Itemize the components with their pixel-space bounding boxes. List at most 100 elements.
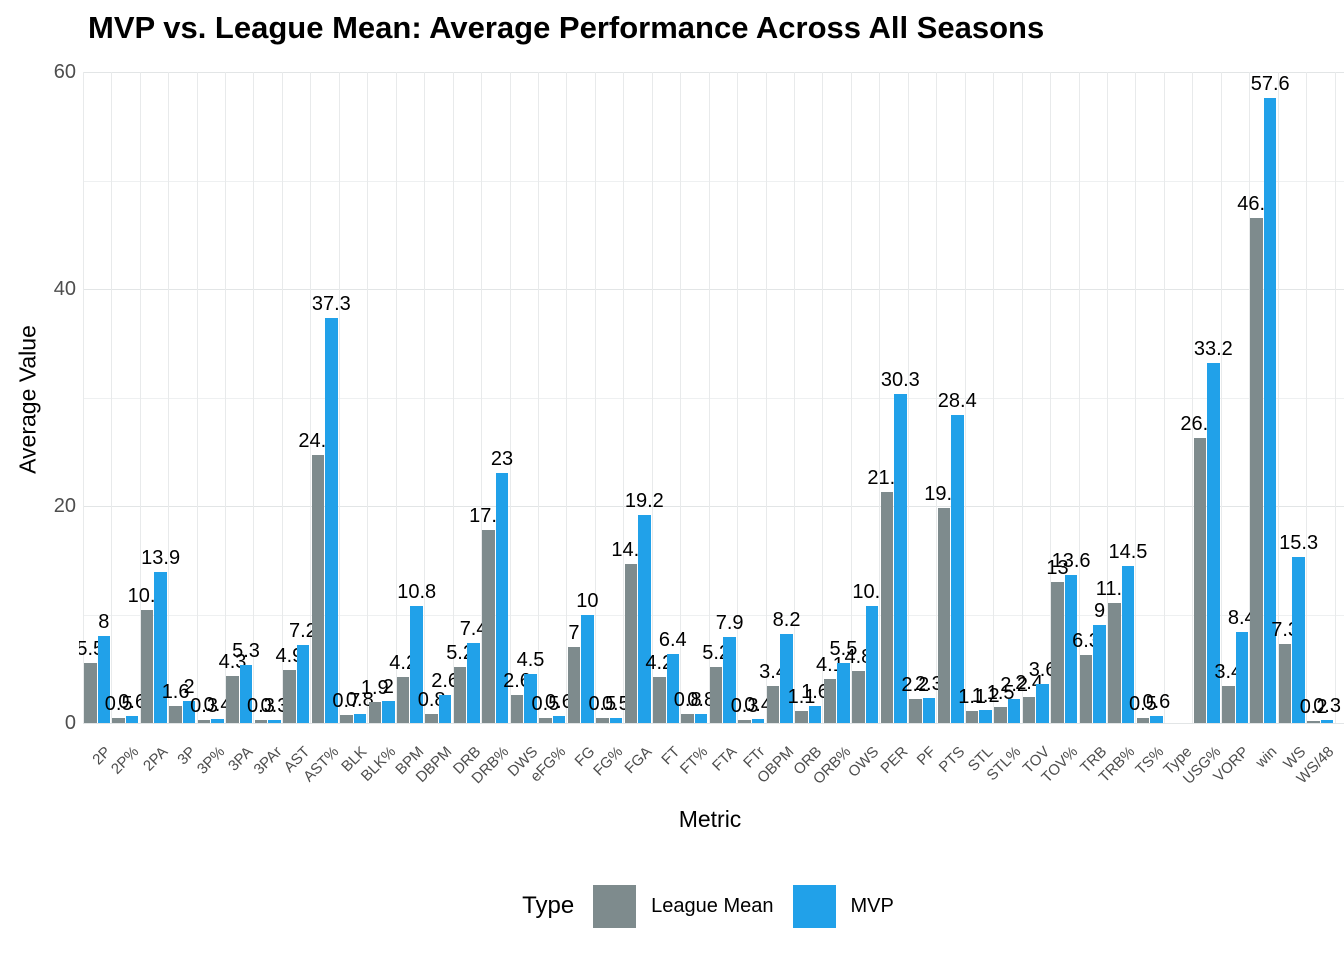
bar-mvp bbox=[524, 674, 537, 723]
value-label: 10.4 bbox=[127, 585, 167, 608]
value-label: 2.3 bbox=[914, 673, 943, 696]
bar-league-mean bbox=[510, 694, 524, 723]
gridline-v bbox=[993, 72, 995, 723]
bar-league-mean bbox=[937, 508, 950, 723]
bar-league-mean bbox=[709, 666, 723, 723]
value-label: 4.2 bbox=[645, 652, 674, 675]
bar-league-mean bbox=[84, 663, 97, 723]
value-label: 2.2 bbox=[901, 674, 930, 697]
value-label: 0.6 bbox=[1142, 691, 1171, 714]
value-label: 0.4 bbox=[744, 693, 772, 716]
bar-mvp bbox=[182, 701, 196, 723]
gridline-v bbox=[1078, 72, 1080, 723]
gridline-v bbox=[367, 72, 369, 723]
legend-label-league-mean: League Mean bbox=[651, 894, 774, 917]
value-label: 4.8 bbox=[844, 645, 873, 668]
y-tick-label: 20 bbox=[53, 495, 76, 517]
value-label: 0.5 bbox=[104, 692, 133, 715]
bar-league-mean bbox=[909, 699, 922, 723]
bar-league-mean bbox=[482, 529, 495, 723]
value-label: 0.4 bbox=[203, 693, 232, 716]
gridline-v bbox=[395, 72, 397, 723]
value-label: 0.6 bbox=[118, 691, 147, 714]
bar-league-mean bbox=[254, 719, 268, 723]
value-label: 19.8 bbox=[924, 483, 964, 506]
value-label: 7.2 bbox=[288, 619, 317, 642]
bar-league-mean bbox=[112, 717, 125, 723]
value-label: 0.8 bbox=[687, 689, 716, 712]
gridline-v bbox=[765, 72, 767, 723]
value-label: 13.9 bbox=[141, 547, 181, 570]
gridline-v bbox=[794, 72, 796, 723]
value-label: 0.5 bbox=[601, 692, 630, 715]
bar-league-mean bbox=[596, 717, 609, 723]
value-label: 1.9 bbox=[360, 677, 389, 700]
gridline-v bbox=[1163, 72, 1165, 723]
value-label: 2.6 bbox=[503, 669, 531, 692]
bar-mvp bbox=[609, 717, 623, 723]
bar-mvp bbox=[353, 714, 367, 723]
value-label: 8.4 bbox=[1227, 606, 1256, 629]
bar-mvp bbox=[97, 636, 110, 723]
gridline-v bbox=[168, 72, 170, 723]
bar-mvp bbox=[666, 653, 679, 723]
value-label: 9 bbox=[1093, 600, 1106, 623]
gridline-v bbox=[139, 72, 141, 723]
plot-area: 5.5 8 0.5 0.6 10.4 13.9 1.6 2 0.3 0.4 4.3 5.3 0.3 0.3… bbox=[79, 60, 1344, 735]
gridline-v bbox=[850, 72, 852, 723]
bar-league-mean bbox=[311, 455, 325, 723]
gridline-v bbox=[907, 72, 909, 723]
value-label: 0.5 bbox=[588, 692, 617, 715]
gridline-v bbox=[1050, 72, 1052, 723]
value-label: 8 bbox=[98, 611, 110, 634]
bar-league-mean bbox=[140, 610, 154, 723]
gridline-v bbox=[537, 72, 539, 723]
value-label: 4.2 bbox=[389, 652, 418, 675]
bar-league-mean bbox=[283, 669, 296, 723]
gridline-v bbox=[1135, 72, 1137, 723]
bar-mvp bbox=[239, 665, 253, 723]
gridline-v bbox=[196, 72, 198, 723]
value-label: 1.2 bbox=[971, 684, 1000, 707]
bar-league-mean bbox=[766, 686, 780, 723]
gridline-h-major bbox=[83, 506, 1344, 507]
value-label: 2.2 bbox=[1000, 674, 1029, 697]
gridline-v bbox=[281, 72, 283, 723]
bar-league-mean bbox=[965, 711, 979, 723]
gridline-v bbox=[310, 72, 312, 723]
value-label: 14.7 bbox=[611, 538, 651, 561]
value-label: 5.3 bbox=[232, 640, 260, 663]
bar-league-mean bbox=[368, 702, 381, 723]
bar-mvp bbox=[325, 318, 338, 723]
value-label: 4.9 bbox=[275, 644, 304, 667]
gridline-v bbox=[1220, 72, 1222, 723]
bar-mvp bbox=[438, 694, 452, 723]
value-label: 1.6 bbox=[161, 680, 190, 703]
bar-league-mean bbox=[226, 676, 239, 723]
bar-mvp bbox=[495, 473, 509, 723]
value-label: 1.1 bbox=[787, 686, 816, 709]
legend-swatch-mvp bbox=[792, 884, 836, 928]
value-label: 57.6 bbox=[1250, 73, 1290, 96]
value-label: 0.5 bbox=[531, 692, 560, 715]
bar-mvp bbox=[808, 705, 822, 723]
gridline-v bbox=[1334, 72, 1336, 723]
gridline-v bbox=[1277, 72, 1279, 723]
value-label: 13.6 bbox=[1051, 550, 1091, 573]
value-label: 0.5 bbox=[1128, 692, 1157, 715]
value-label: 46.5 bbox=[1237, 193, 1277, 216]
bar-mvp bbox=[751, 718, 765, 723]
bar-mvp bbox=[780, 634, 793, 723]
value-label: 30.3 bbox=[880, 369, 920, 392]
bar-mvp bbox=[296, 644, 310, 723]
bar-league-mean bbox=[823, 678, 837, 723]
value-label: 2.6 bbox=[431, 669, 460, 692]
value-label: 0.3 bbox=[190, 694, 218, 717]
value-label: 4.3 bbox=[218, 651, 247, 674]
value-label: 1.5 bbox=[986, 681, 1015, 704]
value-label: 6.4 bbox=[658, 628, 687, 651]
bar-league-mean bbox=[1051, 581, 1064, 723]
bar-league-mean bbox=[1222, 686, 1235, 723]
bar-mvp bbox=[1207, 362, 1220, 723]
bar-mvp bbox=[837, 663, 850, 723]
